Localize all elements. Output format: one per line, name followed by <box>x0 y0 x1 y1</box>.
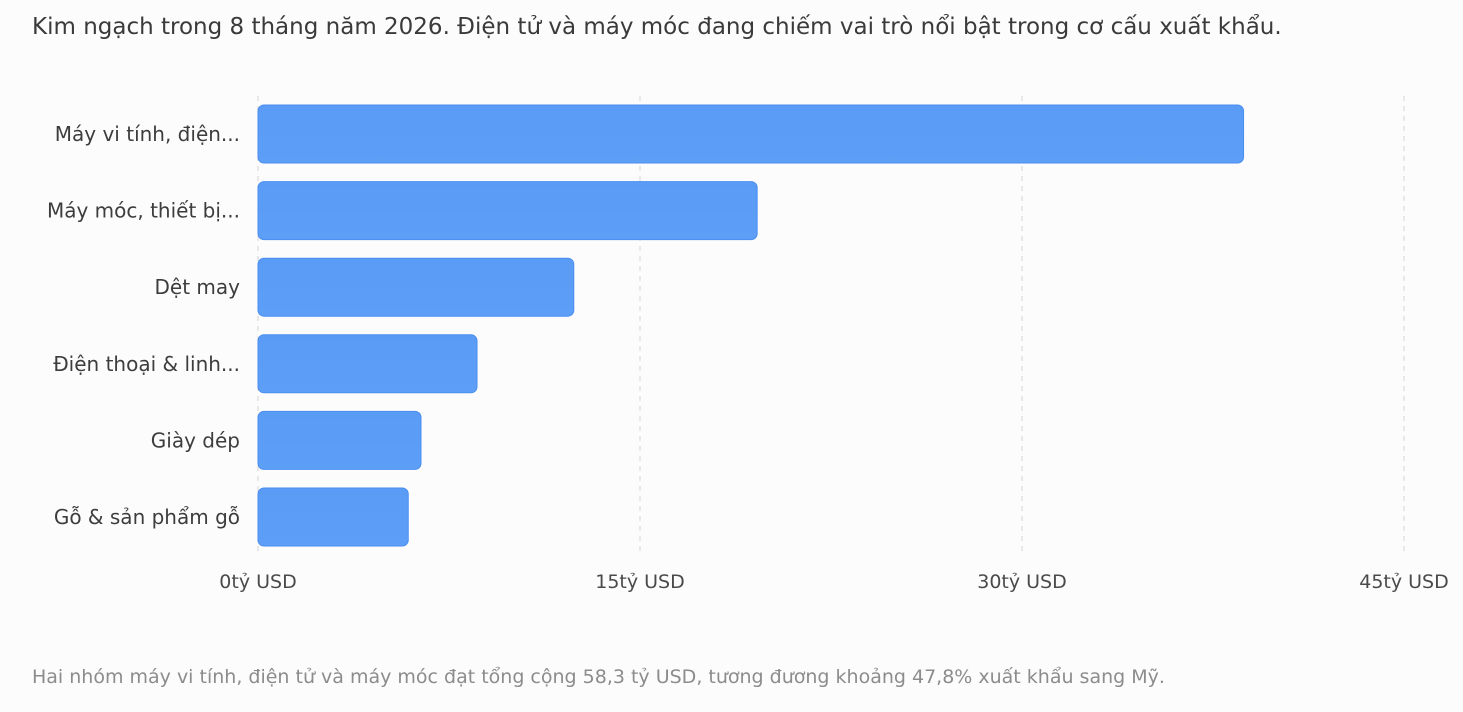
gridlines <box>257 96 1405 552</box>
bars <box>257 104 1245 547</box>
footnote: Hai nhóm máy vi tính, điện tử và máy móc… <box>32 666 1165 688</box>
x-axis-tick-labels: 0tỷ USD 15tỷ USD 30tỷ USD 45tỷ USD <box>219 571 1448 593</box>
category-label: Máy vi tính, điện... <box>55 122 240 146</box>
category-label: Máy móc, thiết bị... <box>47 199 240 223</box>
category-labels: Máy vi tính, điện... Máy móc, thiết bị...… <box>47 122 240 529</box>
bar[interactable] <box>257 104 1245 164</box>
bar[interactable] <box>257 487 409 547</box>
x-tick-label: 45tỷ USD <box>1359 571 1449 593</box>
bar-chart: Máy vi tính, điện... Máy móc, thiết bị...… <box>47 96 1449 593</box>
category-label: Giày dép <box>151 428 240 452</box>
category-label: Điện thoại & linh... <box>53 352 240 376</box>
category-label: Dệt may <box>155 275 241 299</box>
chart-title: Kim ngạch trong 8 tháng năm 2026. Điện t… <box>32 14 1282 40</box>
bar[interactable] <box>257 334 478 394</box>
x-tick-label: 15tỷ USD <box>595 571 685 593</box>
x-tick-label: 0tỷ USD <box>219 571 296 593</box>
category-label: Gỗ & sản phẩm gỗ <box>54 505 240 529</box>
bar[interactable] <box>257 181 758 241</box>
bar[interactable] <box>257 410 422 470</box>
bar[interactable] <box>257 257 575 317</box>
x-tick-label: 30tỷ USD <box>977 571 1067 593</box>
